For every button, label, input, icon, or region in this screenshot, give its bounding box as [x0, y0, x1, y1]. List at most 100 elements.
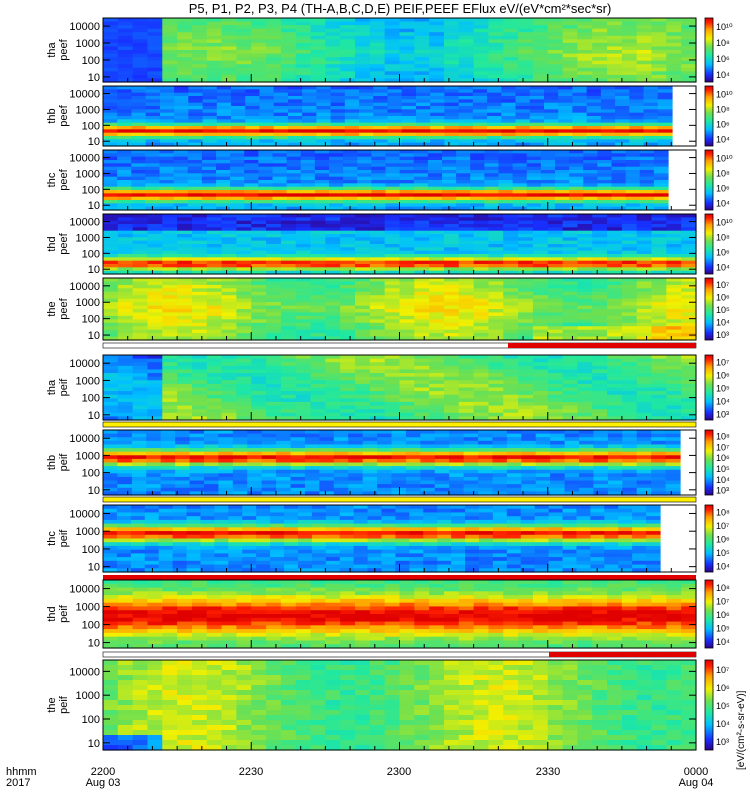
heatmap-cell	[399, 32, 415, 37]
heatmap-cell	[405, 430, 421, 435]
heatmap-cell	[159, 190, 175, 194]
heatmap-cell	[562, 315, 578, 320]
heatmap-cell	[543, 106, 559, 110]
heatmap-cell	[206, 71, 223, 76]
heatmap-cell	[666, 302, 682, 307]
heatmap-cell	[583, 203, 598, 208]
heatmap-cell	[325, 50, 341, 55]
heatmap-cell	[488, 71, 504, 76]
heatmap-cell	[218, 440, 234, 446]
heatmap-cell	[387, 126, 403, 130]
heatmap-cell	[600, 92, 616, 97]
heatmap-cell	[498, 183, 514, 188]
heatmap-cell	[681, 32, 697, 37]
heatmap-cell	[636, 28, 653, 33]
heatmap-cell	[555, 160, 570, 164]
heatmap-cell	[117, 462, 133, 467]
heatmap-cell	[547, 387, 564, 392]
heatmap-cell	[280, 416, 297, 421]
heatmap-cell	[191, 312, 208, 317]
heatmap-cell	[266, 71, 282, 76]
heatmap-cell	[547, 295, 564, 300]
heatmap-cell	[117, 358, 134, 363]
heatmap-cell	[577, 264, 593, 268]
heatmap-cell	[177, 336, 193, 341]
heatmap-cell	[290, 469, 306, 474]
heatmap-cell	[369, 247, 386, 252]
heatmap-cell	[231, 132, 246, 137]
heatmap-cell	[414, 373, 430, 378]
heatmap-cell	[562, 326, 578, 331]
heatmap-cell	[221, 74, 238, 80]
heatmap-cell	[251, 295, 267, 300]
heatmap-cell	[518, 67, 534, 72]
heatmap-cell	[651, 250, 667, 255]
heatmap-cell	[429, 298, 445, 303]
heatmap-cell	[577, 18, 593, 23]
heatmap-cell	[319, 430, 335, 435]
heatmap-cell	[681, 220, 697, 225]
heatmap-cell	[132, 257, 149, 262]
heatmap-cell	[518, 237, 534, 242]
heatmap-cell	[132, 250, 149, 255]
heatmap-cell	[266, 35, 282, 40]
heatmap-cell	[532, 305, 549, 310]
heatmap-cell	[681, 278, 697, 283]
heatmap-cell	[621, 295, 638, 300]
heatmap-cell	[611, 160, 627, 164]
heatmap-cell	[387, 96, 403, 100]
heatmap-cell	[607, 380, 623, 385]
heatmap-cell	[456, 170, 471, 174]
heatmap-cell	[515, 86, 531, 90]
heatmap-cell	[651, 394, 667, 399]
heatmap-cell	[473, 50, 490, 55]
heatmap-cell	[206, 60, 223, 65]
heatmap-cell	[273, 109, 289, 114]
heatmap-cell	[325, 362, 341, 367]
heatmap-cell	[607, 247, 623, 252]
heatmap-cell	[621, 326, 638, 331]
heatmap-cell	[355, 224, 371, 228]
heatmap-cell	[160, 484, 176, 489]
heatmap-cell	[636, 416, 653, 421]
heatmap-cell	[203, 437, 220, 442]
heatmap-cell	[310, 409, 326, 414]
heatmap-cell	[577, 291, 593, 296]
heatmap-cell	[621, 355, 638, 360]
heatmap-cell	[266, 240, 282, 245]
heatmap-cell	[132, 247, 149, 252]
heatmap-cell	[515, 119, 531, 124]
heatmap-cell	[369, 264, 386, 268]
heatmap-cell	[162, 28, 178, 33]
heatmap-cell	[188, 139, 204, 144]
heatmap-cell	[562, 237, 578, 242]
heatmap-cell	[399, 358, 415, 363]
heatmap-cell	[532, 53, 549, 58]
heatmap-cell	[162, 412, 178, 417]
heatmap-cell	[314, 193, 330, 198]
heatmap-cell	[236, 365, 252, 371]
heatmap-cell	[405, 473, 421, 478]
heatmap-cell	[103, 119, 118, 124]
heatmap-cell	[147, 267, 163, 272]
heatmap-cell	[518, 376, 534, 381]
heatmap-cell	[443, 305, 460, 310]
heatmap-cell	[146, 440, 162, 446]
heatmap-cell	[600, 136, 616, 140]
panel-ylabel-probe: thd	[46, 236, 58, 251]
heatmap-cell	[221, 355, 238, 360]
heatmap-cell	[162, 333, 178, 338]
heatmap-cell	[444, 102, 460, 107]
heatmap-cell	[518, 50, 534, 55]
heatmap-cell	[607, 412, 623, 417]
heatmap-cell	[653, 173, 669, 178]
heatmap-cell	[251, 250, 267, 255]
heatmap-cell	[503, 315, 519, 320]
heatmap-cell	[597, 176, 613, 181]
heatmap-cell	[206, 329, 223, 334]
heatmap-cell	[103, 136, 118, 140]
heatmap-cell	[443, 230, 460, 235]
heatmap-cell	[261, 469, 277, 474]
heatmap-cell	[103, 153, 118, 158]
heatmap-cell	[586, 106, 602, 110]
